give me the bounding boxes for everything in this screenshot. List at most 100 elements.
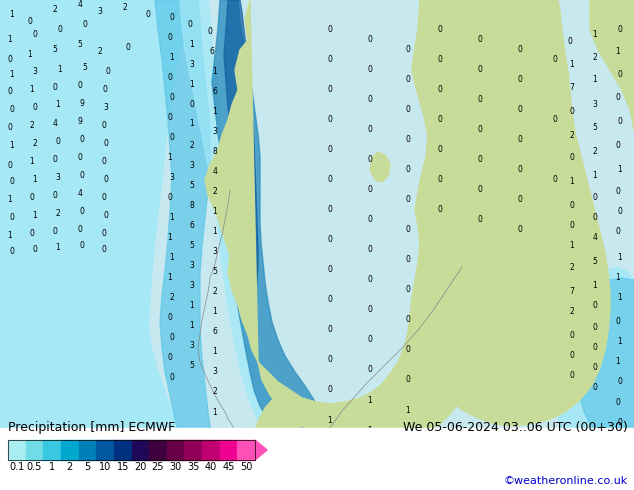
Text: 1: 1	[28, 50, 32, 59]
Text: 0: 0	[553, 116, 557, 124]
Text: 0: 0	[169, 14, 174, 23]
Text: 1: 1	[368, 425, 372, 435]
Text: 0: 0	[53, 192, 58, 200]
Text: 0: 0	[368, 155, 372, 165]
Text: 0: 0	[406, 286, 410, 294]
Text: 0: 0	[437, 55, 443, 65]
Text: 1: 1	[56, 244, 60, 252]
Text: 1: 1	[618, 166, 623, 174]
Text: 0: 0	[56, 138, 60, 147]
Text: 0: 0	[616, 227, 621, 237]
Text: 1: 1	[170, 253, 174, 263]
Bar	[79, 440, 96, 460]
Text: 1: 1	[167, 234, 172, 243]
Text: 0: 0	[477, 96, 482, 104]
Polygon shape	[412, 0, 610, 426]
Text: 0: 0	[368, 336, 372, 344]
Text: 0: 0	[616, 188, 621, 196]
Text: 1: 1	[32, 212, 37, 220]
Text: 0: 0	[328, 236, 332, 245]
Bar	[167, 440, 184, 460]
Text: 1: 1	[167, 153, 172, 163]
Bar	[114, 440, 131, 460]
Text: 2: 2	[569, 264, 574, 272]
Text: 1: 1	[8, 196, 13, 204]
Text: 1: 1	[58, 66, 62, 74]
Text: ©weatheronline.co.uk: ©weatheronline.co.uk	[504, 476, 628, 486]
Text: 0: 0	[517, 225, 522, 235]
Text: 1: 1	[212, 427, 217, 437]
Text: 0: 0	[437, 85, 443, 95]
Text: 5: 5	[190, 180, 195, 190]
Bar	[202, 440, 220, 460]
Text: 3: 3	[190, 261, 195, 270]
Text: 0: 0	[79, 242, 84, 250]
Text: 0: 0	[406, 225, 410, 235]
Bar	[43, 440, 61, 460]
Text: 1: 1	[10, 10, 15, 20]
Text: 0.5: 0.5	[27, 462, 42, 472]
Text: 0: 0	[53, 155, 58, 165]
Text: 0: 0	[406, 166, 410, 174]
Text: 0: 0	[406, 136, 410, 145]
Text: 0: 0	[328, 266, 332, 274]
Text: 0: 0	[32, 30, 37, 40]
Text: 1: 1	[190, 320, 195, 329]
Polygon shape	[370, 152, 390, 182]
Polygon shape	[224, 0, 258, 306]
Text: 1: 1	[170, 214, 174, 222]
Text: 0: 0	[101, 245, 107, 254]
Text: 0: 0	[406, 316, 410, 324]
Bar	[0, 428, 634, 490]
Bar	[96, 440, 114, 460]
Text: 1: 1	[212, 68, 217, 76]
Text: 0: 0	[32, 245, 37, 254]
Text: 0: 0	[82, 21, 87, 29]
Polygon shape	[248, 398, 302, 490]
Text: 2: 2	[98, 48, 102, 56]
Text: 0: 0	[58, 25, 62, 34]
Text: 0: 0	[101, 228, 107, 238]
Text: 9: 9	[77, 118, 82, 126]
Polygon shape	[212, 0, 322, 450]
Text: 1: 1	[190, 300, 195, 310]
Text: 2: 2	[56, 210, 60, 219]
Text: 5: 5	[593, 258, 597, 267]
Text: 0: 0	[328, 205, 332, 215]
Text: 0: 0	[27, 18, 32, 26]
Text: 1: 1	[616, 273, 621, 283]
Text: 0: 0	[368, 245, 372, 254]
Text: 5: 5	[77, 41, 82, 49]
Text: 3: 3	[190, 280, 195, 290]
Text: 0: 0	[618, 25, 623, 34]
Text: 0: 0	[77, 81, 82, 91]
Text: 0: 0	[593, 323, 597, 333]
Text: 5: 5	[593, 123, 597, 132]
Text: 0: 0	[8, 88, 13, 97]
Polygon shape	[550, 190, 602, 290]
Text: 2: 2	[190, 141, 195, 149]
Text: 0: 0	[101, 122, 107, 130]
Text: 0: 0	[146, 10, 150, 20]
Text: 3: 3	[212, 127, 217, 137]
Polygon shape	[590, 0, 634, 130]
Text: 1: 1	[30, 157, 34, 167]
Text: 1: 1	[593, 171, 597, 179]
Text: 5: 5	[82, 64, 87, 73]
Text: 5: 5	[53, 46, 58, 54]
Text: 0: 0	[437, 175, 443, 185]
Text: 2: 2	[569, 308, 574, 317]
Text: 0: 0	[101, 157, 107, 167]
Text: 0: 0	[328, 55, 332, 65]
Bar	[131, 440, 149, 460]
Text: 1: 1	[49, 462, 55, 472]
Text: 1: 1	[170, 53, 174, 63]
Text: 0: 0	[517, 105, 522, 115]
Text: 45: 45	[223, 462, 235, 472]
Text: 0: 0	[126, 44, 131, 52]
Text: 1: 1	[212, 347, 217, 357]
Text: 0: 0	[569, 153, 574, 163]
Polygon shape	[180, 0, 330, 458]
Text: 0: 0	[103, 140, 108, 148]
Text: 1: 1	[569, 241, 574, 249]
